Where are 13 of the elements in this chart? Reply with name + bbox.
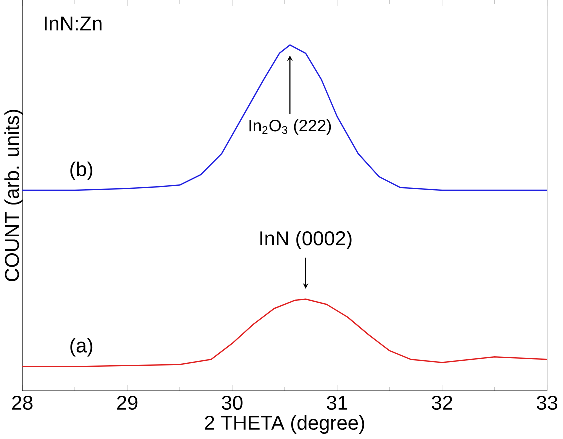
annotation: In$_{2}$O$_{3}$ (222) — [250, 120, 332, 136]
x-tick-label: 31 — [327, 396, 348, 410]
x-tick-label: 33 — [536, 396, 558, 410]
text: InN:Zn — [45, 17, 102, 31]
x-tick-label: 32 — [432, 396, 452, 410]
series-label: (a) — [70, 338, 93, 357]
series-label: (b) — [70, 162, 93, 181]
x-tick-label: 28 — [12, 396, 33, 410]
x-axis-title: 2 THETA (degree) — [205, 416, 364, 434]
x-tick-label: 30 — [222, 396, 243, 410]
annotation: InN (0002) — [260, 231, 352, 250]
x-tick-label: 29 — [117, 396, 138, 410]
y-axis-title: COUNT (arb. units) — [4, 110, 24, 282]
